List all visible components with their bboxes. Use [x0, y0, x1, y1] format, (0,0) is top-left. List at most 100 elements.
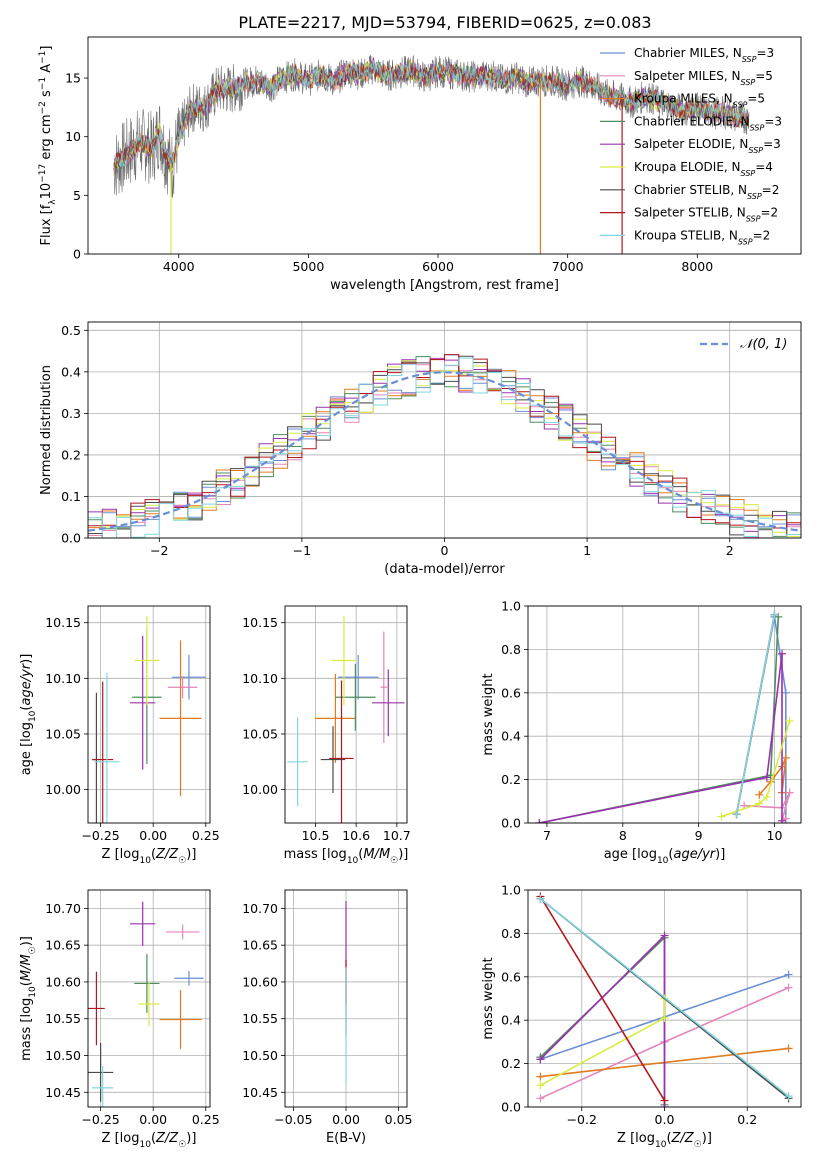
- weight-point-marker: [755, 790, 764, 799]
- x-tick-label: 2: [726, 543, 734, 558]
- age-metallicity-panel: −0.25 0.00 0.25 10.00 10.05 10.10 10.15 Z [log1…: [19, 605, 220, 866]
- x-tick-label: 0.05: [385, 1112, 413, 1127]
- weight-point-marker: [778, 649, 787, 658]
- y-tick-label: 10.45: [242, 1085, 278, 1100]
- weight-point-marker: [536, 1055, 545, 1064]
- weight-age-plot-area: [535, 610, 794, 823]
- x-tick-label: 0.2: [737, 1112, 757, 1127]
- x-tick-label: 0.0: [655, 1112, 675, 1127]
- legend-label: Salpeter ELODIE, NSSP=3: [634, 137, 781, 155]
- legend-label: Kroupa STELIB, NSSP=2: [634, 228, 770, 246]
- spectrum-model-line: [113, 61, 749, 168]
- x-tick-label: −1: [293, 543, 311, 558]
- weight-point-marker: [660, 1096, 669, 1105]
- axes-frame: [284, 889, 408, 1108]
- y-axis-label: mass [log10(M/M☉)]: [19, 936, 38, 1061]
- y-tick-label: 10.05: [242, 726, 278, 741]
- y-axis-label: mass weight: [481, 957, 496, 1039]
- x-axis-label: wavelength [Angstrom, rest frame]: [330, 278, 559, 293]
- x-axis-label: mass [log10(M/M☉)]: [284, 847, 409, 866]
- x-axis-label: (data-model)/error: [384, 562, 505, 577]
- mass-metallicity-plot-area: [88, 901, 204, 1107]
- y-tick-label: 10.50: [242, 1048, 278, 1063]
- weight-series-line: [539, 933, 666, 1107]
- y-tick-label: 0.1: [61, 489, 81, 504]
- x-tick-label: 0.00: [139, 828, 167, 843]
- y-tick-label: 10.70: [45, 901, 81, 916]
- y-tick-label: 5: [73, 188, 81, 203]
- y-tick-label: 0: [73, 247, 81, 262]
- weight-point-marker: [785, 717, 794, 726]
- axes-frame: [87, 605, 211, 824]
- y-tick-label: 0.2: [501, 772, 521, 787]
- y-tick-label: 0.8: [501, 642, 521, 657]
- x-tick-label: 0.25: [192, 828, 220, 843]
- weight-series-line: [539, 653, 783, 823]
- histogram-series: [88, 354, 801, 538]
- weight-point-marker: [762, 773, 771, 782]
- y-tick-label: 0.8: [501, 926, 521, 941]
- x-tick-label: 10.6: [342, 828, 370, 843]
- weight-series-line: [539, 898, 790, 1097]
- y-tick-label: 10.70: [242, 901, 278, 916]
- x-axis-label: Z [log10(Z/Z☉)]: [102, 847, 197, 866]
- y-tick-label: 0.4: [61, 364, 81, 379]
- y-tick-label: 0.4: [501, 1013, 521, 1028]
- x-tick-label: 4000: [163, 259, 195, 274]
- y-tick-label: 10.55: [242, 1011, 278, 1026]
- x-axis-label: Z [log10(Z/Z☉)]: [617, 1131, 712, 1150]
- y-tick-label: 15: [65, 71, 81, 86]
- x-tick-label: 7000: [552, 259, 584, 274]
- y-axis-label: age [log10(age/yr)]: [19, 654, 38, 776]
- weight-point-marker: [732, 810, 741, 819]
- weight-metallicity-panel: −0.2 0.0 0.2 0.0 0.2 0.4 0.6 0.8 1.0 Z [log10(Z/Z…: [481, 883, 802, 1150]
- x-tick-label: −0.2: [567, 1112, 597, 1127]
- y-tick-label: 0.4: [501, 729, 521, 744]
- weight-series-line: [540, 998, 666, 1087]
- y-tick-label: 1.0: [501, 599, 521, 614]
- y-tick-label: 1.0: [501, 883, 521, 898]
- y-tick-label: 0.0: [501, 816, 521, 831]
- weight-series-line: [735, 614, 776, 815]
- weight-point-marker: [755, 799, 764, 808]
- legend-label: Kroupa MILES, NSSP=5: [634, 92, 765, 110]
- weight-point-marker: [784, 983, 793, 992]
- x-tick-label: 0.00: [139, 1112, 167, 1127]
- axes-frame: [527, 889, 802, 1108]
- age-mass-plot-area: [287, 616, 405, 823]
- legend-label: Chabrier ELODIE, NSSP=3: [634, 114, 782, 131]
- y-tick-label: 10: [65, 129, 81, 144]
- weight-point-marker: [784, 1092, 793, 1101]
- spectrum-panel: 4000 5000 6000 7000 8000 0 5 10 15 wavelength [An…: [38, 36, 802, 293]
- y-axis-label: mass weight: [481, 673, 496, 755]
- axes-frame: [87, 36, 802, 255]
- histogram-series: [88, 357, 801, 538]
- legend-label: Kroupa ELODIE, NSSP=4: [634, 160, 773, 178]
- weight-point-marker: [660, 1014, 669, 1023]
- x-axis-label: E(B-V): [326, 1131, 366, 1146]
- axes-frame: [87, 889, 211, 1108]
- residuals-plot-area: [88, 354, 801, 538]
- normal-curve: [88, 371, 801, 532]
- y-tick-label: 10.65: [242, 938, 278, 953]
- axes-frame: [527, 605, 802, 824]
- x-tick-label: −0.25: [81, 1112, 119, 1127]
- y-tick-label: 0.6: [501, 685, 521, 700]
- mass-extinction-panel: −0.05 0.00 0.05 10.45 10.50 10.55 10.60 10.65 10…: [242, 889, 413, 1146]
- weight-point-marker: [660, 931, 669, 940]
- weight-point-marker: [781, 688, 790, 697]
- axes-frame: [284, 605, 408, 824]
- x-tick-label: 10.5: [302, 828, 330, 843]
- axes-frame: [87, 321, 802, 539]
- y-tick-label: 10.55: [45, 1011, 81, 1026]
- weight-point-marker: [784, 1044, 793, 1053]
- weight-series-line: [721, 720, 791, 818]
- residuals-panel: −2 −1 0 1 2 0.0 0.1 0.2 0.3 0.4 0.5 (data-model)/er…: [39, 321, 802, 577]
- weight-point-marker: [536, 1094, 545, 1103]
- y-tick-label: 10.60: [242, 974, 278, 989]
- weight-point-marker: [778, 816, 787, 823]
- x-tick-label: 0.25: [192, 1112, 220, 1127]
- x-tick-label: 8000: [681, 259, 713, 274]
- weight-series-line: [539, 616, 780, 823]
- weight-point-marker: [536, 1081, 545, 1090]
